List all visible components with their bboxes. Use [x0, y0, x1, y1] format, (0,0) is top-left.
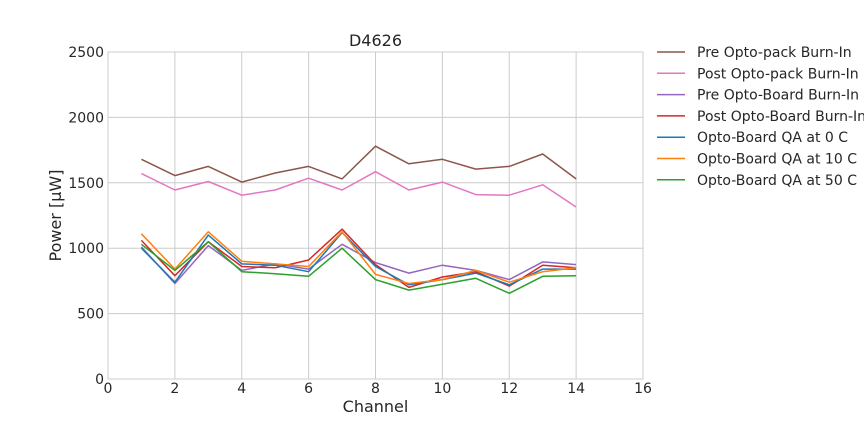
- plot-frame: [107, 51, 644, 380]
- x-axis-label: Channel: [343, 397, 409, 416]
- legend-label-3: Pre Opto-Board Burn-In: [697, 88, 859, 104]
- y-tick-label: 2500: [68, 45, 104, 61]
- grid: [107, 51, 644, 380]
- x-tick-label: 4: [237, 381, 246, 397]
- x-tick-label: 8: [371, 381, 380, 397]
- y-tick-label: 2000: [68, 110, 104, 126]
- series-line-7: [140, 240, 577, 295]
- y-tick-label: 1500: [68, 176, 104, 192]
- legend-label-6: Opto-Board QA at 10 C: [697, 152, 857, 168]
- x-tick-labels: 0 2 4 6 8 10 12 14 16: [104, 381, 652, 397]
- legend-label-4: Post Opto-Board Burn-In: [697, 109, 864, 125]
- series-line-2: [141, 170, 577, 208]
- x-tick-label: 0: [104, 381, 113, 397]
- y-axis-label: Power [μW]: [46, 170, 65, 262]
- x-tick-label: 6: [304, 381, 313, 397]
- legend-label-5: Opto-Board QA at 0 C: [697, 130, 848, 146]
- x-tick-label: 16: [634, 381, 652, 397]
- y-tick-label: 500: [77, 307, 104, 323]
- y-tick-label: 1000: [68, 241, 104, 257]
- series-line-5: [140, 231, 577, 286]
- series-lines: [140, 145, 577, 295]
- legend-label-7: Opto-Board QA at 50 C: [697, 173, 857, 189]
- x-tick-label: 10: [433, 381, 451, 397]
- chart-title: D4626: [349, 31, 402, 50]
- series-line-1: [141, 145, 577, 183]
- legend: Pre Opto-pack Burn-In Post Opto-pack Burn…: [657, 45, 864, 189]
- legend-label-1: Pre Opto-pack Burn-In: [697, 45, 852, 61]
- x-tick-label: 12: [500, 381, 518, 397]
- x-tick-label: 14: [567, 381, 585, 397]
- y-tick-labels: 0 500 1000 1500 2000 2500: [68, 45, 104, 388]
- series-line-6: [140, 231, 577, 285]
- legend-label-2: Post Opto-pack Burn-In: [697, 66, 859, 82]
- x-tick-label: 2: [170, 381, 179, 397]
- y-tick-label: 0: [95, 372, 104, 388]
